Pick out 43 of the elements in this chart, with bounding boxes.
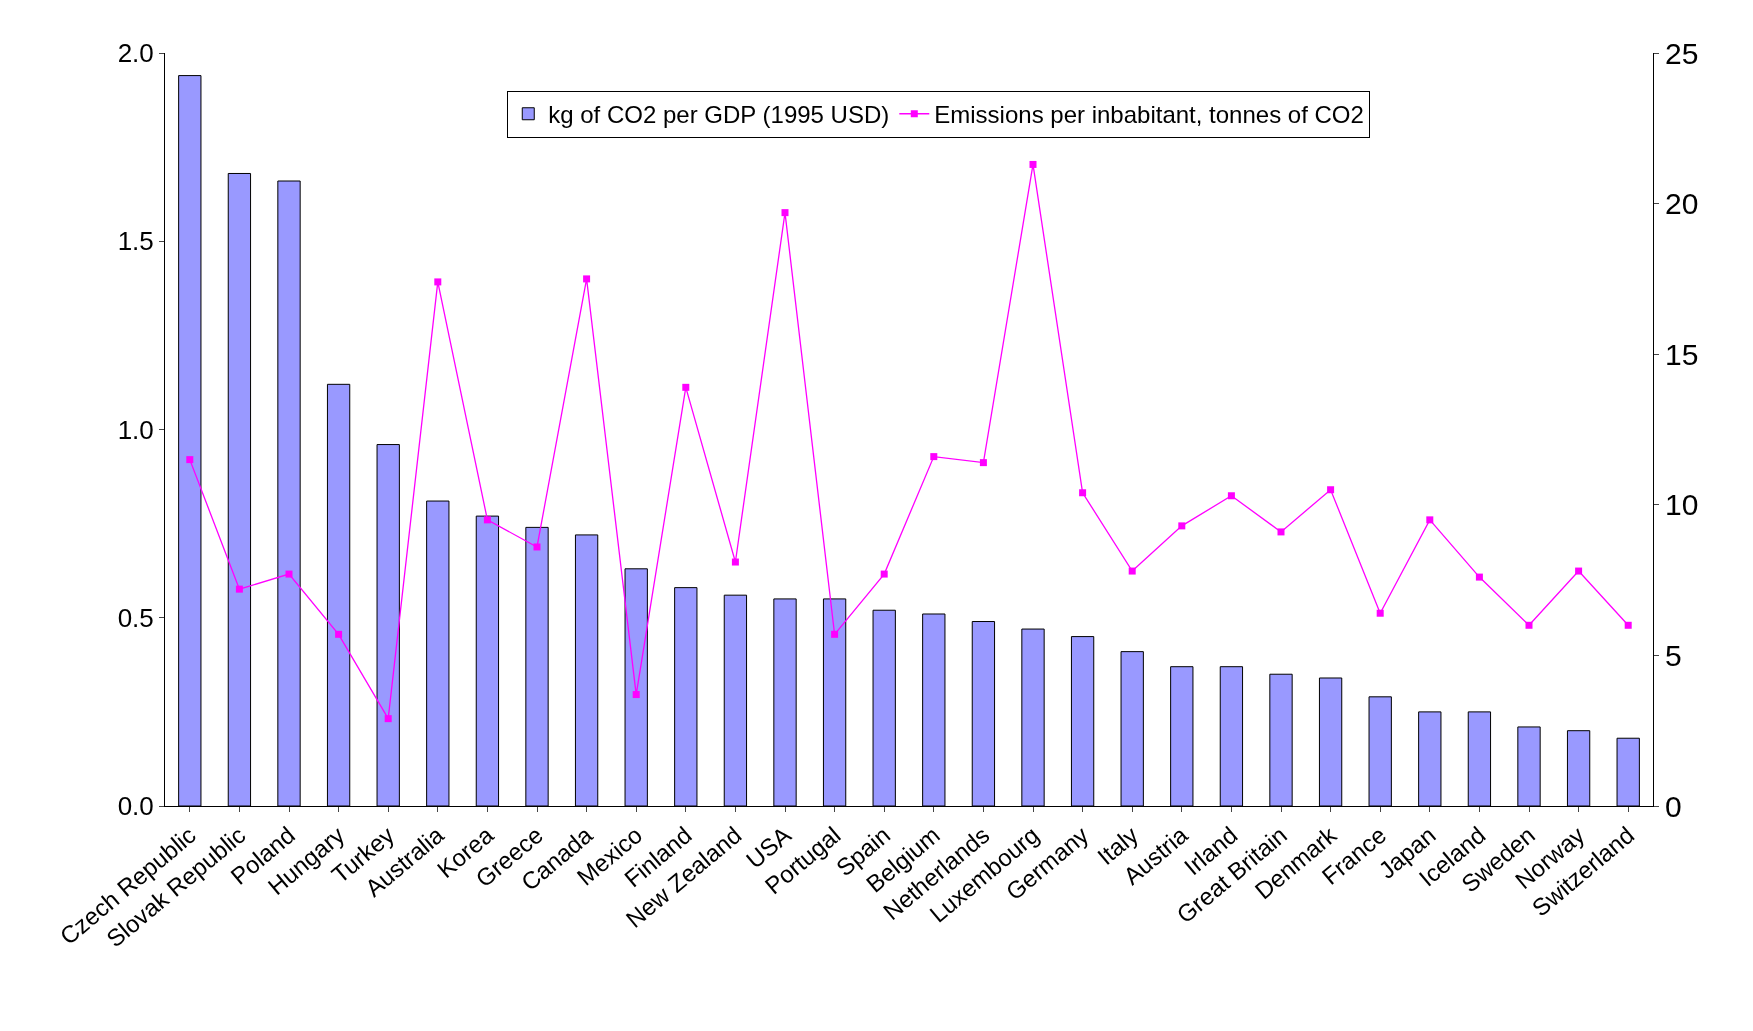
point bbox=[831, 630, 839, 638]
point bbox=[384, 715, 392, 723]
point bbox=[533, 543, 541, 551]
y2-tick-label: 5 bbox=[1665, 638, 1682, 672]
y2-tick-label: 0 bbox=[1665, 789, 1682, 823]
point bbox=[1178, 522, 1186, 530]
point bbox=[1079, 489, 1087, 497]
point bbox=[632, 691, 640, 699]
y2-tick-label: 10 bbox=[1665, 488, 1699, 522]
point bbox=[1029, 160, 1037, 168]
point bbox=[930, 453, 938, 461]
point bbox=[1227, 492, 1235, 500]
legend-label: Emissions per inbabitant, tonnes of CO2 bbox=[934, 101, 1364, 129]
y-tick-label: 2.0 bbox=[117, 38, 154, 69]
point bbox=[235, 585, 243, 593]
point bbox=[1475, 573, 1483, 581]
point bbox=[1624, 621, 1632, 629]
point bbox=[1575, 567, 1583, 575]
point bbox=[1327, 486, 1335, 494]
point bbox=[1376, 609, 1384, 617]
point bbox=[285, 570, 293, 578]
point bbox=[1128, 567, 1136, 575]
y2-tick-label: 25 bbox=[1665, 36, 1699, 70]
y2-tick-label: 15 bbox=[1665, 337, 1699, 371]
y-tick-label: 1.5 bbox=[117, 226, 154, 257]
y2-tick-label: 20 bbox=[1665, 187, 1699, 221]
y-tick-label: 1.0 bbox=[117, 414, 154, 445]
point bbox=[1525, 621, 1533, 629]
y-tick-label: 0.5 bbox=[117, 602, 154, 633]
point bbox=[682, 383, 690, 391]
point bbox=[1426, 516, 1434, 524]
point bbox=[731, 558, 739, 566]
y-tick-label: 0.0 bbox=[117, 791, 154, 822]
point bbox=[335, 630, 343, 638]
point bbox=[186, 456, 194, 464]
point bbox=[583, 275, 591, 283]
point bbox=[434, 278, 442, 286]
point bbox=[1277, 528, 1285, 536]
point bbox=[880, 570, 888, 578]
legend-label: kg of CO2 per GDP (1995 USD) bbox=[548, 101, 890, 129]
point bbox=[979, 459, 987, 467]
point bbox=[781, 209, 789, 217]
point bbox=[483, 516, 491, 524]
